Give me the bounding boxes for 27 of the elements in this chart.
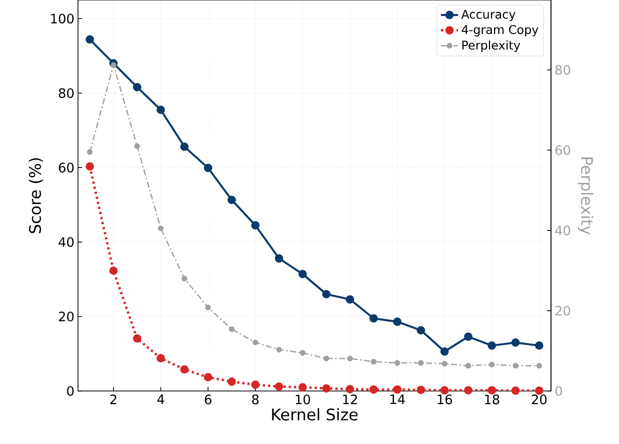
x-axis-title: Kernel Size bbox=[272, 408, 358, 420]
y-tick-label: 60 bbox=[58, 162, 74, 172]
x-tick-label: 16 bbox=[438, 394, 452, 404]
y2-tick-label: 0 bbox=[555, 386, 562, 396]
y2-axis-title: Perplexity bbox=[578, 158, 594, 235]
y-tick-label: 100 bbox=[51, 14, 74, 24]
y2-tick-label: 60 bbox=[555, 145, 570, 156]
x-tick-label: 8 bbox=[252, 394, 259, 404]
legend-label: Accuracy bbox=[461, 10, 516, 22]
y-tick-label: 80 bbox=[58, 88, 74, 98]
legend-label: Perplexity bbox=[462, 40, 520, 52]
y2-tick-label: 40 bbox=[555, 226, 570, 236]
x-tick-label: 18 bbox=[485, 394, 500, 404]
x-tick-label: 14 bbox=[390, 394, 405, 404]
x-tick-label: 4 bbox=[157, 394, 164, 404]
x-tick-label: 10 bbox=[296, 394, 310, 404]
y-tick-label: 0 bbox=[67, 386, 74, 396]
y2-tick-label: 20 bbox=[555, 306, 570, 316]
x-tick-label: 12 bbox=[343, 394, 357, 404]
x-tick-label: 20 bbox=[532, 394, 547, 404]
x-tick-label: 6 bbox=[204, 394, 212, 404]
y-tick-label: 20 bbox=[58, 312, 74, 322]
legend-label: 4-gram Copy bbox=[462, 25, 538, 36]
x-tick-label: 2 bbox=[110, 394, 116, 404]
y2-tick-label: 80 bbox=[555, 64, 570, 75]
y-axis-title: Score (%) bbox=[28, 158, 43, 234]
y-tick-label: 40 bbox=[58, 237, 74, 247]
